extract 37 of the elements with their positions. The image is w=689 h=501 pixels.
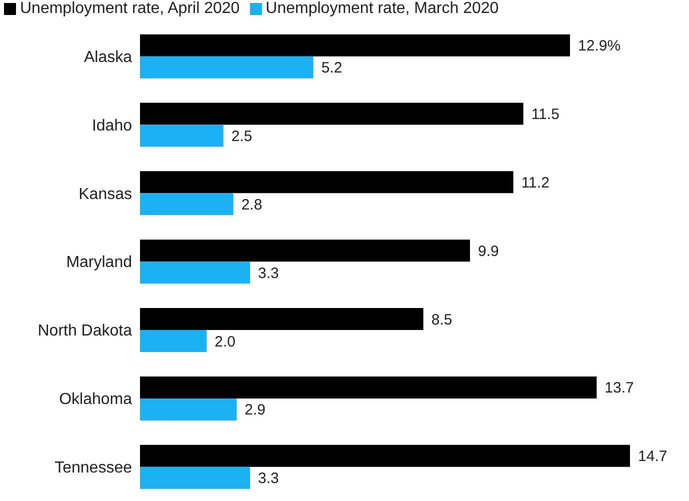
bar <box>140 444 630 467</box>
data-label: 14.7 <box>638 448 668 466</box>
data-label: 11.2 <box>521 174 550 192</box>
data-label: 2.0 <box>214 333 236 350</box>
data-label: 11.5 <box>531 106 560 123</box>
bar <box>140 466 250 489</box>
bar <box>140 102 524 125</box>
y-tick-label: North Dakota <box>38 322 132 340</box>
data-label: 9.9 <box>478 242 499 260</box>
bar <box>140 262 250 284</box>
bar <box>140 124 224 147</box>
bar <box>140 34 570 56</box>
y-tick-label: Oklahoma <box>59 391 132 408</box>
bar <box>140 240 470 262</box>
data-label: 2.8 <box>241 196 262 214</box>
data-label: 13.7 <box>604 380 634 397</box>
bar <box>140 398 237 420</box>
bar <box>140 376 597 398</box>
bar <box>140 56 314 78</box>
bar <box>140 193 234 216</box>
legend-label: Unemployment rate, April 2020 <box>20 0 240 17</box>
legend-label: Unemployment rate, March 2020 <box>266 0 499 17</box>
y-tick-label: Tennessee <box>54 459 132 476</box>
data-label: 2.5 <box>231 128 252 145</box>
bar <box>140 308 424 330</box>
bar <box>140 330 207 352</box>
y-tick-label: Idaho <box>92 117 132 134</box>
data-label: 12.9% <box>578 38 621 55</box>
data-label: 5.2 <box>321 60 342 77</box>
y-tick-label: Kansas <box>78 186 132 203</box>
data-label: 8.5 <box>431 311 452 328</box>
data-label: 3.3 <box>258 470 279 488</box>
bar <box>140 171 514 194</box>
y-tick-label: Maryland <box>66 254 132 272</box>
data-label: 3.3 <box>258 264 279 282</box>
data-label: 2.9 <box>244 402 266 419</box>
y-tick-label: Alaska <box>84 48 132 66</box>
